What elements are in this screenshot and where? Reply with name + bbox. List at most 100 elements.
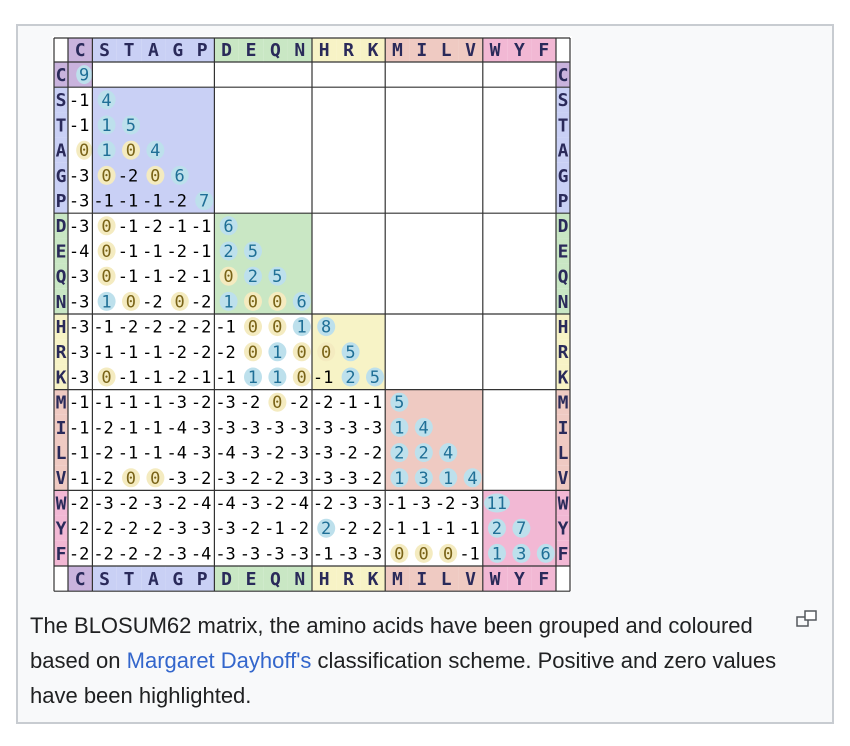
col-label-cell-top <box>116 38 142 62</box>
value-highlight <box>97 90 116 110</box>
matrix-value: -3 <box>337 418 357 438</box>
col-label-bottom: S <box>99 569 110 590</box>
matrix-value: -1 <box>93 343 113 363</box>
row-label-cell-left <box>54 314 68 340</box>
matrix-value: 0 <box>272 318 282 338</box>
col-label-top: T <box>124 40 135 61</box>
col-label-bottom: V <box>465 569 476 590</box>
row-label-cell-right <box>556 389 570 415</box>
matrix-value: -4 <box>167 418 187 438</box>
matrix-value: 1 <box>272 368 282 388</box>
row-label-cell-left <box>54 339 68 365</box>
matrix-value: -1 <box>142 368 162 388</box>
row-label-left: I <box>56 418 67 439</box>
value-highlight <box>414 443 433 463</box>
matrix-value: -1 <box>118 343 138 363</box>
matrix-value: 0 <box>126 141 136 161</box>
row-label-left: W <box>56 493 67 514</box>
matrix-value: -2 <box>142 318 162 338</box>
col-label-bottom: M <box>392 569 403 590</box>
value-highlight <box>97 165 116 185</box>
matrix-value: -2 <box>167 242 187 262</box>
matrix-value: 6 <box>297 292 307 312</box>
matrix-value: -3 <box>191 444 211 464</box>
value-highlight <box>292 291 311 311</box>
matrix-value: -3 <box>313 418 333 438</box>
row-label-left: C <box>56 65 67 86</box>
matrix-value: -2 <box>93 418 113 438</box>
row-label-cell-left <box>54 62 68 88</box>
row-label-left: H <box>56 317 67 338</box>
matrix-value: -2 <box>118 166 138 186</box>
row-label-cell-right <box>556 414 570 440</box>
matrix-value: 5 <box>345 343 355 363</box>
col-label-cell-top <box>141 38 166 62</box>
matrix-value: 7 <box>199 192 209 212</box>
matrix-value: -3 <box>191 418 211 438</box>
value-highlight <box>268 367 287 387</box>
matrix-value: -2 <box>313 494 333 514</box>
matrix-value: 6 <box>175 166 185 186</box>
row-label-cell-left <box>54 515 68 541</box>
matrix-value: 3 <box>516 544 526 564</box>
col-label-top: Y <box>514 40 525 61</box>
col-label-cell-bottom <box>263 566 288 592</box>
matrix-value: -1 <box>69 393 89 413</box>
value-highlight <box>488 543 506 563</box>
value-highlight <box>170 291 189 311</box>
col-label-cell-top <box>409 38 434 62</box>
matrix-value: -2 <box>118 544 138 564</box>
col-label-bottom: C <box>75 569 86 590</box>
matrix-value: 2 <box>345 368 355 388</box>
value-highlight <box>244 241 262 261</box>
matrix-value: -1 <box>142 393 162 413</box>
value-highlight <box>390 443 409 463</box>
matrix-value: -2 <box>93 519 113 539</box>
col-label-top: S <box>99 40 110 61</box>
row-label-cell-left <box>54 188 68 214</box>
value-highlight <box>317 342 336 362</box>
col-label-cell-top <box>238 38 264 62</box>
matrix-value: -3 <box>69 166 89 186</box>
value-highlight <box>414 543 433 563</box>
col-label-top: K <box>368 40 379 61</box>
matrix-value: 2 <box>419 444 429 464</box>
matrix-value: 0 <box>297 343 307 363</box>
magnify-clip-icon[interactable] <box>796 610 818 628</box>
dayhoff-link[interactable]: Margaret Dayhoff's <box>126 648 312 673</box>
matrix-value: -3 <box>142 494 162 514</box>
col-label-top: V <box>465 40 476 61</box>
matrix-value: -3 <box>362 544 382 564</box>
col-label-bottom: K <box>368 569 379 590</box>
col-label-cell-bottom <box>507 566 532 592</box>
col-label-top: I <box>416 40 427 61</box>
matrix-value: -3 <box>215 469 235 489</box>
matrix-value: 1 <box>272 343 282 363</box>
matrix-value: -3 <box>313 469 333 489</box>
matrix-value: -3 <box>69 267 89 287</box>
value-highlight <box>122 140 140 160</box>
matrix-value: -1 <box>435 519 455 539</box>
matrix-value: -1 <box>142 343 162 363</box>
col-label-bottom: H <box>319 569 330 590</box>
matrix-value: -3 <box>69 292 89 312</box>
matrix-value: 2 <box>223 242 233 262</box>
matrix-value: -2 <box>69 544 89 564</box>
row-label-right: R <box>558 342 569 363</box>
matrix-value: -2 <box>362 469 382 489</box>
matrix-value: 6 <box>223 217 233 237</box>
matrix-value: -2 <box>142 519 162 539</box>
matrix-value: -2 <box>118 318 138 338</box>
matrix-value: -4 <box>215 494 235 514</box>
value-highlight <box>414 417 433 437</box>
value-highlight <box>97 266 116 286</box>
matrix-value: -2 <box>264 444 284 464</box>
matrix-value: -1 <box>362 393 382 413</box>
value-highlight <box>463 468 482 488</box>
col-label-cell-top <box>385 38 410 62</box>
row-label-cell-right <box>556 112 570 138</box>
row-label-cell-right <box>556 490 570 516</box>
matrix-value: -1 <box>142 418 162 438</box>
row-label-cell-right <box>556 314 570 340</box>
matrix-value: -1 <box>93 192 113 212</box>
